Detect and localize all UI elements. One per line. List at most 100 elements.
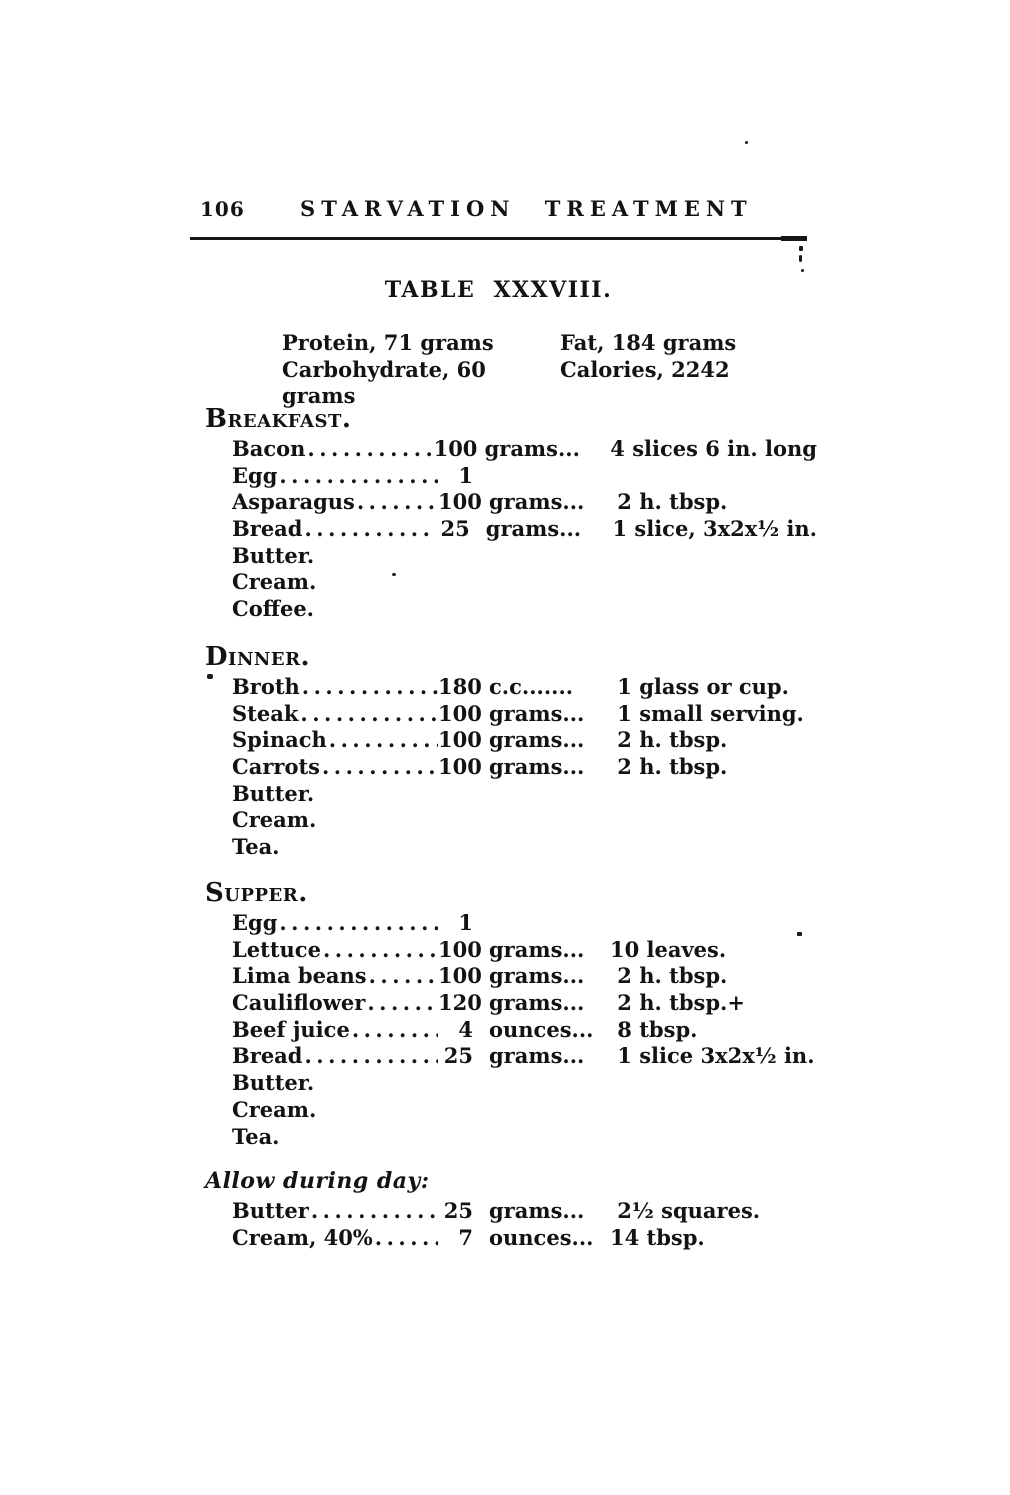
item-name: Cream. xyxy=(232,1096,317,1122)
protein-value: Protein, 71 grams xyxy=(282,330,494,355)
item-unit: c.c....... xyxy=(489,674,574,699)
item-measure: 2 h. tbsp. xyxy=(610,963,728,989)
rule-tail xyxy=(781,236,807,241)
item-name: Butter. xyxy=(232,780,315,806)
item-unit: grams... xyxy=(489,990,585,1016)
item-quantity: 100 xyxy=(438,700,482,726)
item-name: Cream. xyxy=(232,569,317,595)
diet-row: Lima beans 100 grams... 2 h. tbsp. xyxy=(232,963,817,990)
scan-speck xyxy=(799,246,803,251)
item-measure: 2½ squares. xyxy=(610,1198,761,1223)
section-breakfast: Breakfast. Bacon 100 grams... 4 slices 6… xyxy=(205,405,817,623)
item-name: Cauliflower xyxy=(232,990,366,1016)
summary-row: Protein, 71 grams Fat, 184 grams xyxy=(282,330,736,357)
header-rule xyxy=(190,236,807,241)
item-measure: 1 slice, 3x2x½ in. xyxy=(605,516,817,542)
item-quantity: 25 xyxy=(443,1198,473,1223)
item-name: Lima beans xyxy=(232,963,367,989)
item-name: Spinach xyxy=(232,727,327,753)
item-name-cell: Coffee. xyxy=(232,596,438,623)
dot-leader xyxy=(355,489,438,516)
item-name-cell: Asparagus xyxy=(232,489,438,516)
item-quantity: 1 xyxy=(458,910,473,935)
item-quantity: 1 xyxy=(458,462,473,488)
item-quantity: 4 xyxy=(458,1016,473,1042)
item-name-cell: Cream. xyxy=(232,1097,438,1124)
diet-row: Cauliflower 120 grams... 2 h. tbsp.+ xyxy=(232,990,817,1017)
item-name: Egg xyxy=(232,462,278,488)
running-title: STARVATION TREATMENT xyxy=(300,196,753,221)
item-quantity: 100 xyxy=(438,936,482,962)
diet-row: Tea. xyxy=(232,1124,817,1151)
item-name-cell: Bread xyxy=(232,1043,438,1070)
item-name-cell: Carrots xyxy=(232,754,438,781)
scan-speck xyxy=(745,141,748,144)
item-name-cell: Lettuce xyxy=(232,937,438,964)
diet-row: Cream. xyxy=(232,807,817,834)
item-measure: 2 h. tbsp. xyxy=(610,754,728,780)
item-quantity: 120 xyxy=(438,990,482,1016)
diet-row: Beef juice 4 ounces... 8 tbsp. xyxy=(232,1017,817,1044)
table-title: TABLE XXXVIII. xyxy=(384,277,613,303)
page-number: 106 xyxy=(200,197,245,221)
section-supper: Supper. Egg 1 Lettuce 100 grams... 10 le… xyxy=(205,879,817,1150)
item-unit: grams... xyxy=(485,516,582,542)
dot-leader xyxy=(350,1017,438,1044)
section-heading: Breakfast. xyxy=(205,404,352,434)
dot-leader xyxy=(300,674,438,701)
diet-row: Steak 100 grams... 1 small serving. xyxy=(232,701,817,728)
item-name-cell: Tea. xyxy=(232,1124,438,1151)
item-name-cell: Butter. xyxy=(232,543,438,570)
item-measure: 2 h. tbsp.+ xyxy=(610,990,745,1016)
item-measure: 1 glass or cup. xyxy=(610,674,789,699)
item-name: Steak xyxy=(232,700,299,726)
diet-row: Butter. xyxy=(232,543,817,570)
section-heading: Dinner. xyxy=(205,642,311,672)
item-unit: grams... xyxy=(489,963,585,989)
carbohydrate-value: Carbohydrate, 60 grams xyxy=(282,356,486,409)
diet-row: Egg 1 xyxy=(232,463,817,490)
dot-leader xyxy=(327,727,438,754)
diet-row: Bread 25 grams... 1 slice 3x2x½ in. xyxy=(232,1043,817,1070)
item-name: Beef juice xyxy=(232,1016,350,1042)
dot-leader xyxy=(321,937,438,964)
item-name: Butter. xyxy=(232,1070,315,1096)
item-name-cell: Cream. xyxy=(232,807,438,834)
item-name-cell: Cauliflower xyxy=(232,990,438,1017)
item-name-cell: Bacon xyxy=(232,436,434,463)
item-measure: 2 h. tbsp. xyxy=(610,489,728,515)
diet-row: Carrots 100 grams... 2 h. tbsp. xyxy=(232,754,817,781)
item-name: Coffee. xyxy=(232,596,314,622)
dot-leader xyxy=(365,990,438,1017)
item-quantity: 100 xyxy=(438,754,482,780)
item-name-cell: Tea. xyxy=(232,834,438,861)
item-quantity: 7 xyxy=(458,1224,473,1250)
section-items: Broth 180 c.c....... 1 glass or cup. Ste… xyxy=(232,674,817,861)
scan-speck xyxy=(207,674,213,679)
dot-leader xyxy=(302,516,435,543)
dot-leader xyxy=(298,701,438,728)
diet-row: Spinach 100 grams... 2 h. tbsp. xyxy=(232,727,817,754)
item-unit: grams... xyxy=(489,1198,585,1223)
item-name-cell: Butter xyxy=(232,1198,438,1225)
diet-row: Bread 25 grams... 1 slice, 3x2x½ in. xyxy=(232,516,817,543)
item-measure: 1 slice 3x2x½ in. xyxy=(610,1043,815,1069)
scan-speck xyxy=(392,573,396,576)
item-name: Asparagus xyxy=(232,489,355,515)
section-dinner: Dinner. Broth 180 c.c....... 1 glass or … xyxy=(205,643,817,861)
item-quantity: 25 xyxy=(440,516,470,542)
diet-row: Egg 1 xyxy=(232,910,817,937)
item-unit: ounces... xyxy=(489,1224,594,1250)
item-name: Broth xyxy=(232,674,300,699)
item-name-cell: Cream. xyxy=(232,569,438,596)
section-items: Butter 25 grams... 2½ squares. Cream, 40… xyxy=(232,1198,817,1251)
diet-row: Broth 180 c.c....... 1 glass or cup. xyxy=(232,674,817,701)
scan-speck xyxy=(797,932,802,936)
item-name-cell: Butter. xyxy=(232,1070,438,1097)
item-unit: grams... xyxy=(489,700,585,726)
diet-row: Butter. xyxy=(232,781,817,808)
item-quantity: 100 xyxy=(438,727,482,753)
item-quantity: 100 xyxy=(438,489,482,515)
dot-leader xyxy=(320,754,438,781)
